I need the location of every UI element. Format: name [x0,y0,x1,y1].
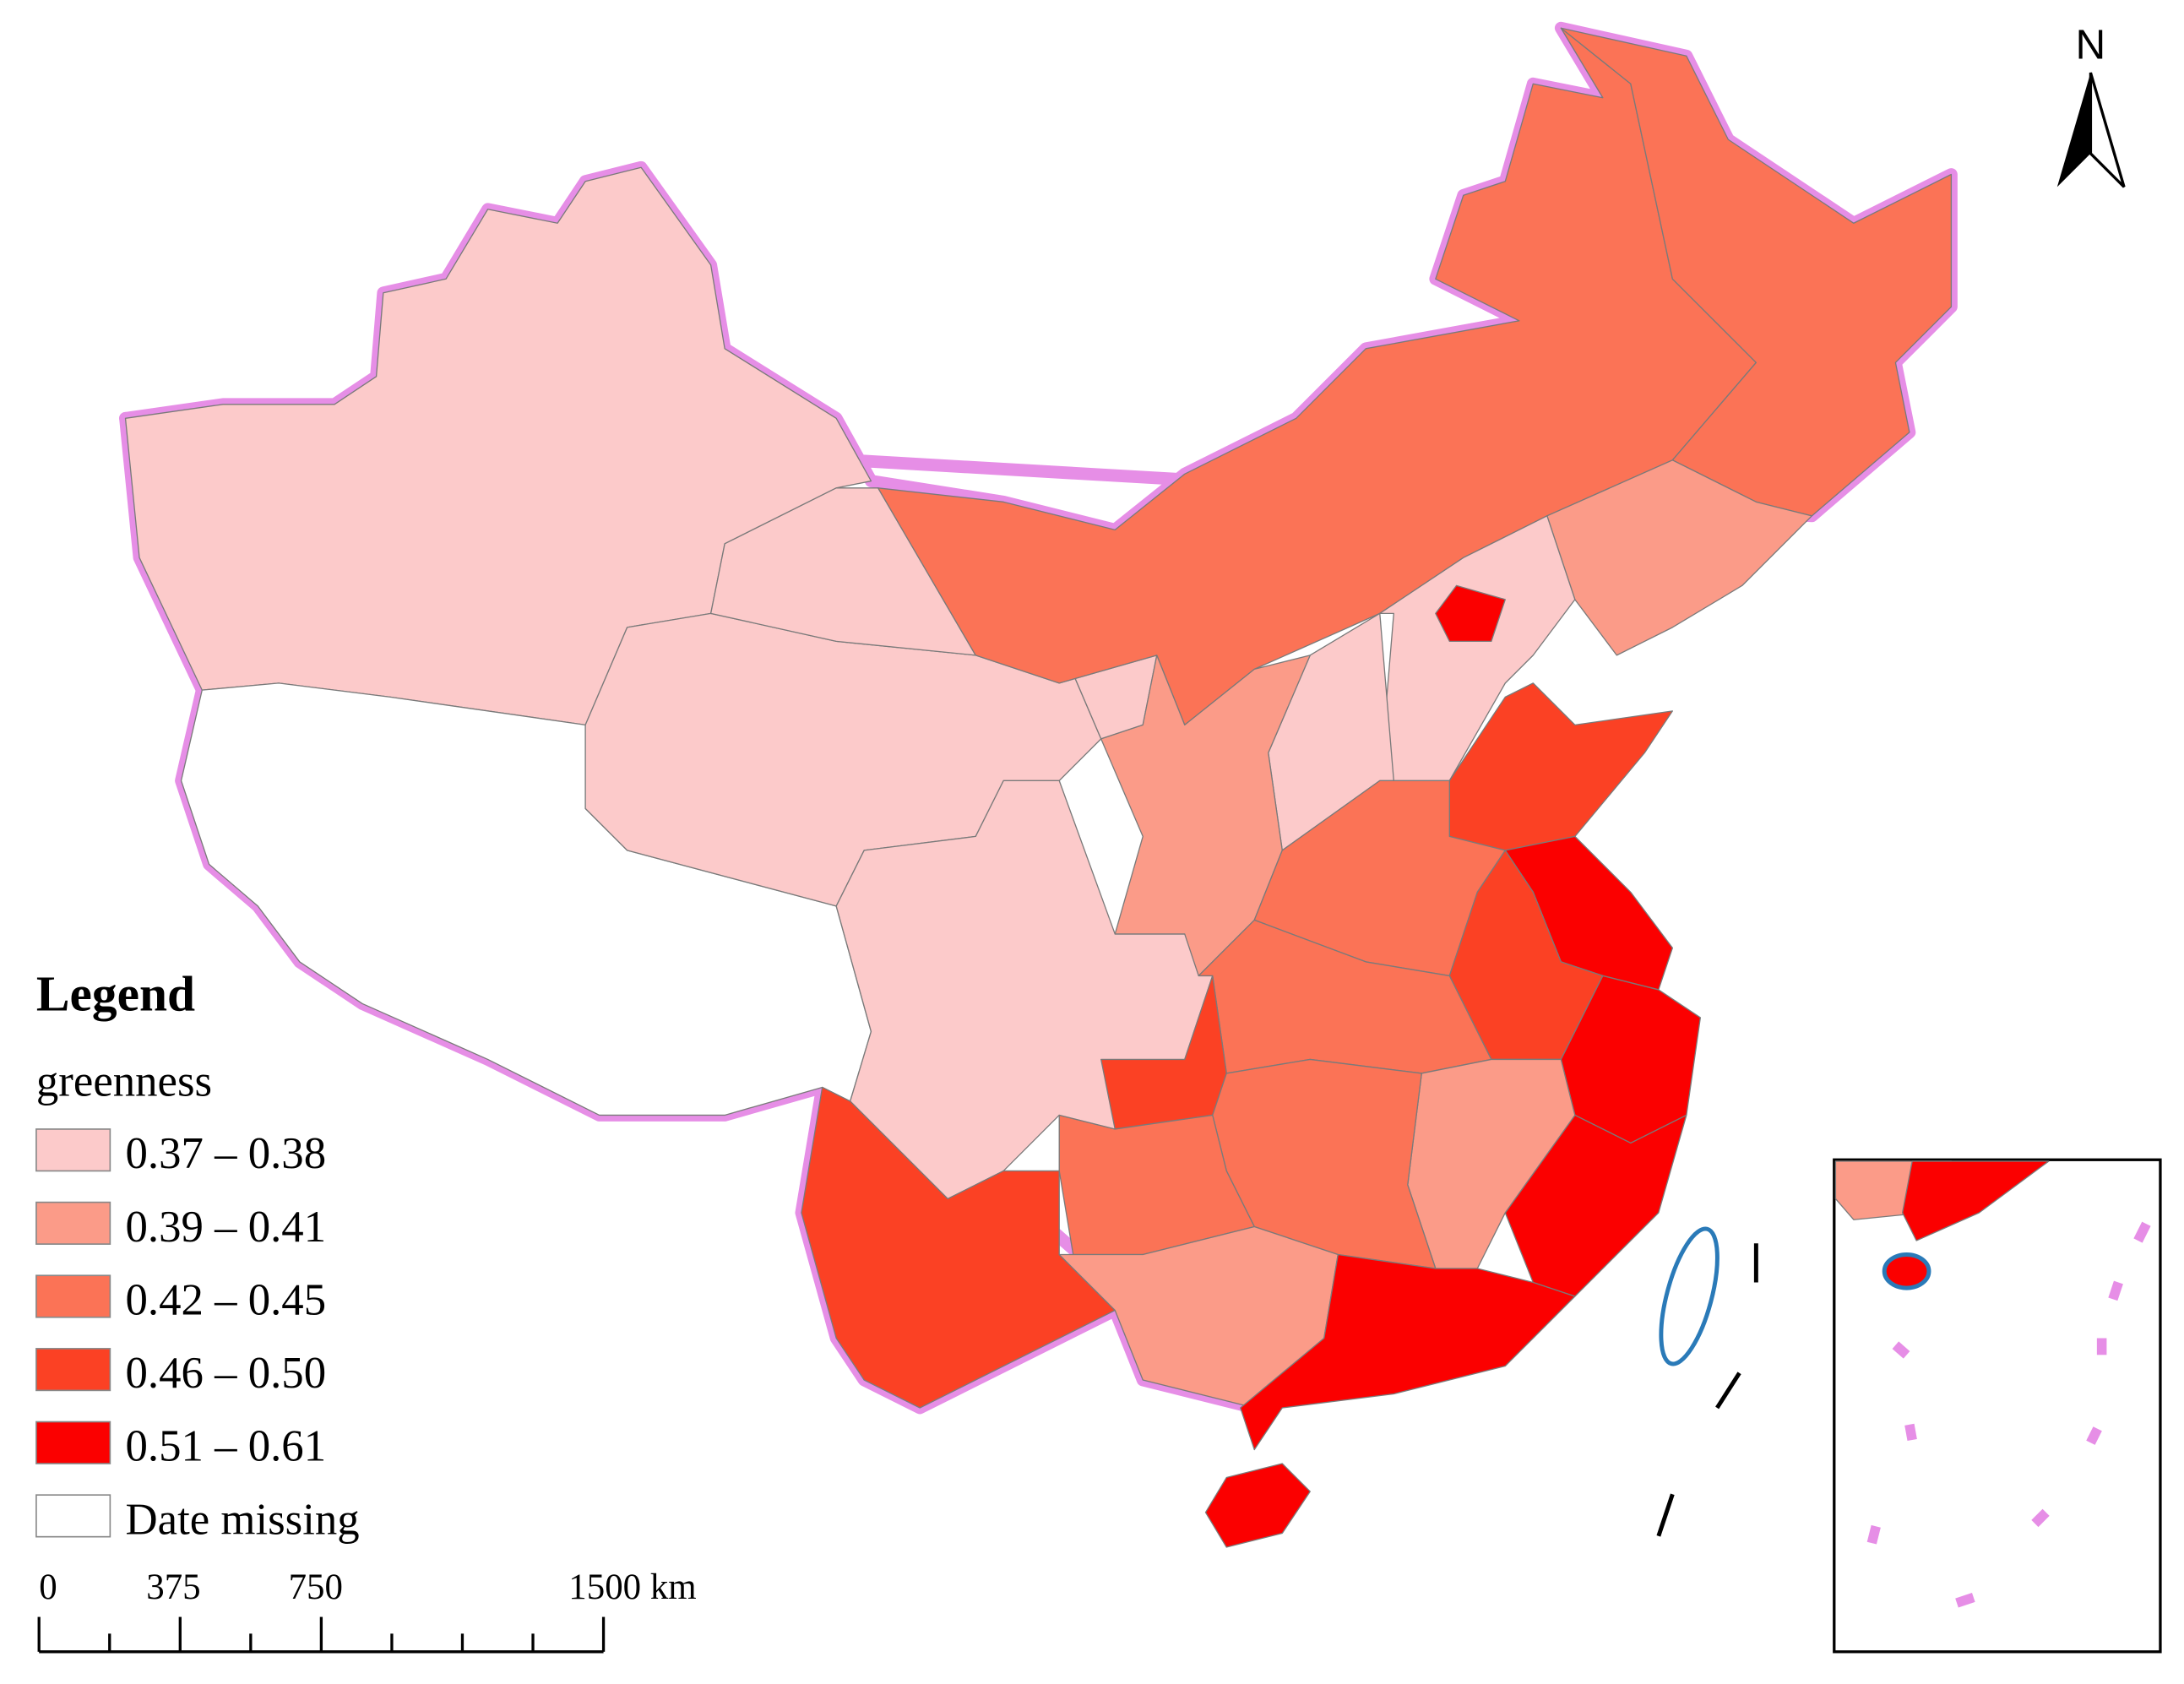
scale-label: 375 [146,1567,200,1607]
scale-label: 1500 km [568,1567,696,1607]
legend-label: 0.42 – 0.45 [126,1275,327,1324]
region [1560,27,1953,517]
boundary-dash [1656,1493,1675,1537]
island [1659,1226,1719,1366]
legend-title: Legend [36,966,195,1022]
inset-frame [1833,1158,2162,1654]
legend-swatch [35,1348,111,1392]
legend-swatch [35,1128,111,1172]
legend-label: 0.46 – 0.50 [126,1349,327,1398]
scale-bar: 0 375 750 1500 km [37,1567,697,1654]
legend-label: 0.37 – 0.38 [126,1129,327,1178]
legend-field: greenness [36,1057,212,1105]
legend-swatch [35,1421,111,1464]
legend-items: 0.37 – 0.38 0.39 – 0.41 0.42 – 0.45 0.46 – … [35,1128,360,1544]
region [1504,1114,1687,1297]
region [801,1086,1116,1409]
region [1204,1463,1311,1548]
north-arrow [2089,72,2126,188]
legend-label: 0.51 – 0.61 [126,1422,327,1471]
legend-label: Date missing [126,1495,360,1544]
legend-swatch [35,1274,111,1318]
scale-label: 0 [39,1567,57,1607]
region [1435,584,1506,643]
scale-label: 750 [289,1567,343,1607]
north-label: N [2076,22,2106,68]
region [1240,1253,1576,1451]
legend-swatch [35,1494,111,1538]
regions [119,21,1958,1548]
legend-swatch [35,1201,111,1245]
region [1901,1160,2050,1241]
region [1882,1252,1931,1290]
north-arrow [2056,73,2091,187]
inset-dashes [1866,1221,2151,1608]
boundary-dash [1715,1372,1741,1410]
legend-label: 0.39 – 0.41 [126,1203,327,1252]
